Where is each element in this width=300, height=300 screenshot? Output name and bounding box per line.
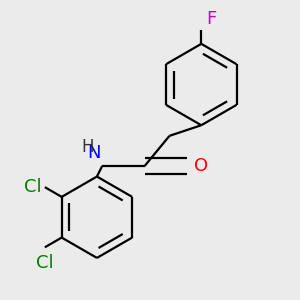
Text: H: H: [81, 138, 93, 156]
Text: O: O: [194, 157, 208, 175]
Text: Cl: Cl: [36, 254, 54, 272]
Text: F: F: [207, 10, 217, 28]
Text: N: N: [87, 144, 101, 162]
Text: Cl: Cl: [24, 178, 41, 196]
